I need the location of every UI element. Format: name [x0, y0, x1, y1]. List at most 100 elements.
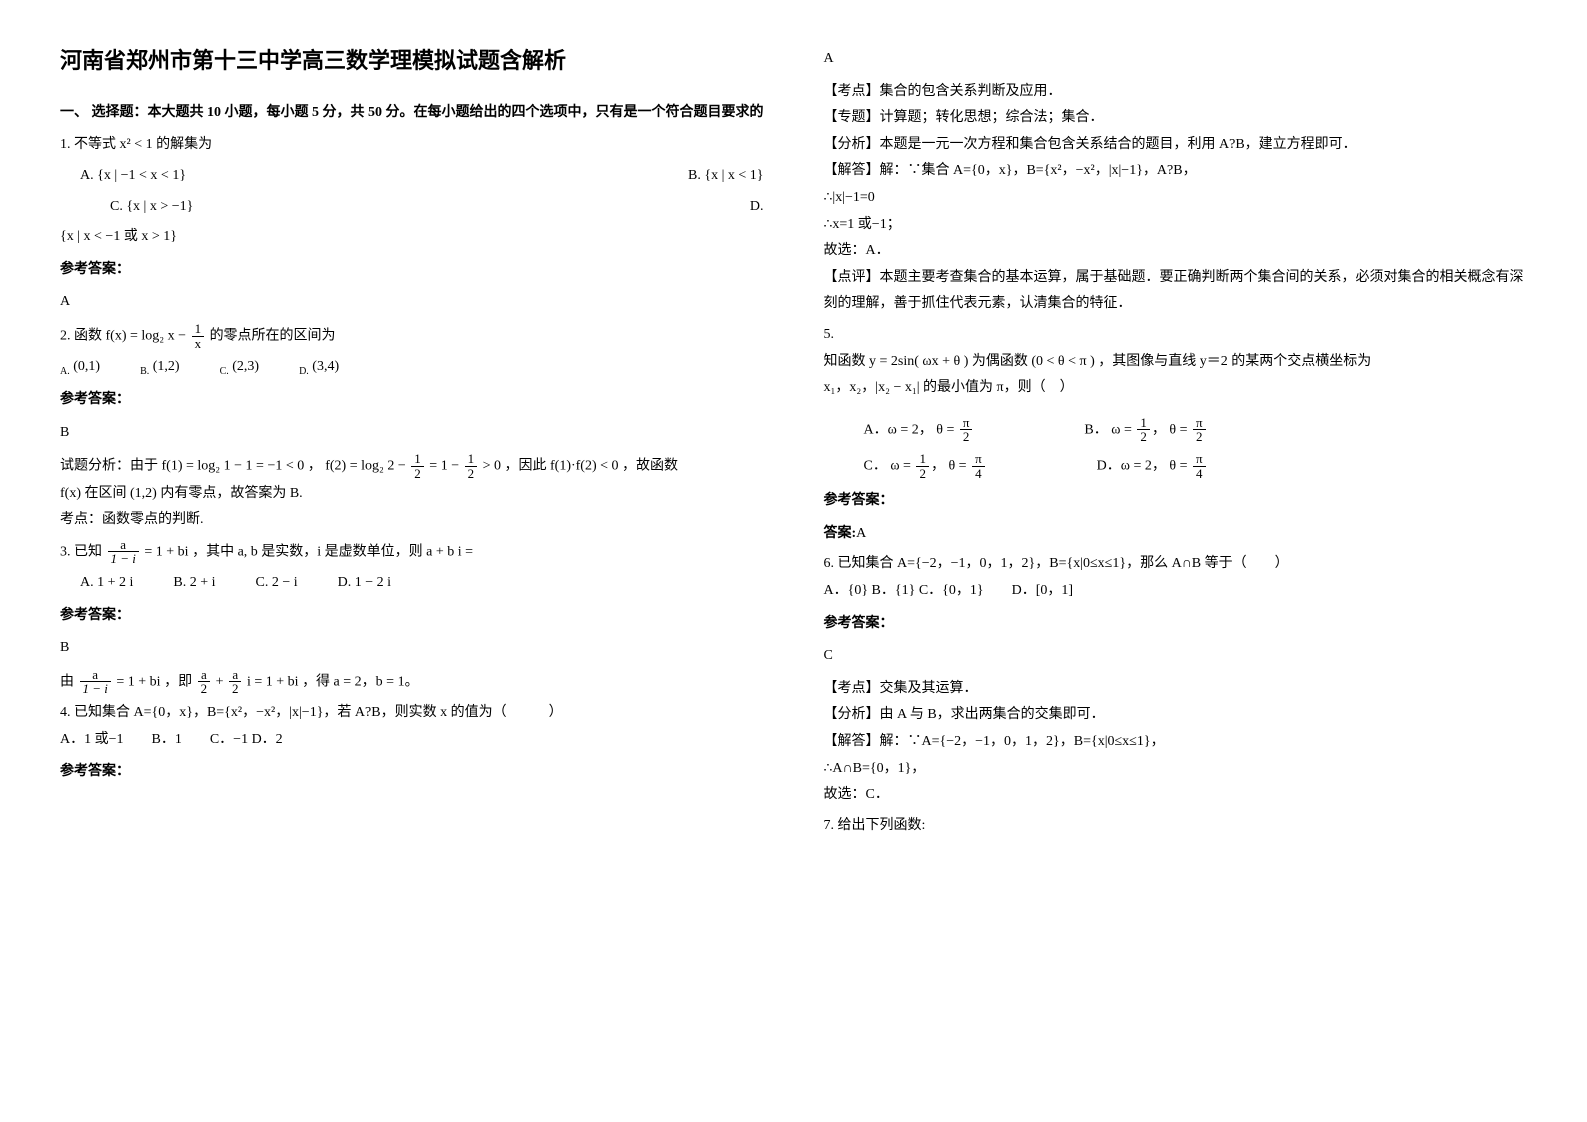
- q2-f1f2: f(1)·f(2) < 0: [550, 459, 619, 474]
- q3-stem-c: ，其中 a, b 是实数，i 是虚数单位，则 a + b i =: [192, 544, 473, 559]
- q5-opt-a: A．ω = 2， θ = π2: [864, 416, 975, 444]
- q6-kaodian: 【考点】交集及其运算．: [824, 676, 1528, 703]
- d: 4: [1193, 467, 1206, 481]
- q5-c-omega: ω =: [890, 458, 914, 473]
- q3-frac3: a2: [229, 668, 242, 696]
- q1-answer-key: 参考答案：: [60, 257, 764, 284]
- n: a: [229, 668, 242, 683]
- question-5: 知函数 y = 2sin( ωx + θ ) 为偶函数 (0 < θ < π )…: [824, 349, 1528, 376]
- q5-c-frac1: 12: [916, 452, 929, 480]
- q5-opt-d: D．ω = 2， θ = π4: [1097, 452, 1208, 480]
- q3-opt-c: C. 2 − i: [256, 570, 298, 597]
- comma: ，: [931, 458, 945, 473]
- document-title: 河南省郑州市第十三中学高三数学理模拟试题含解析: [60, 40, 764, 82]
- q3-frac2: a2: [198, 668, 211, 696]
- label-a: A.: [60, 366, 70, 377]
- q3-frac-a-1mi: a1 − i: [108, 538, 139, 566]
- q2-answer: B: [60, 420, 764, 447]
- q5-b-frac2: π2: [1193, 416, 1206, 444]
- q2-ana-b: ，: [308, 459, 322, 474]
- q2-expr-f: f(x) = log₂ x −: [106, 328, 190, 343]
- q4-jieda-2: ∴|x|−1=0: [824, 185, 1528, 212]
- q1-opt-a: A. {x | −1 < x < 1}: [80, 163, 186, 190]
- q3-sol-e: ，得 a = 2，b = 1。: [302, 674, 419, 689]
- q2-frac-1x: 1x: [192, 322, 205, 350]
- q6-jieda-2: ∴A∩B={0，1}，: [824, 756, 1528, 783]
- q4-dianping: 【点评】本题主要考查集合的基本运算，属于基础题．要正确判断两个集合间的关系，必须…: [824, 265, 1528, 318]
- q1-stem-a: 1. 不等式: [60, 137, 116, 152]
- label-d: D.: [299, 366, 309, 377]
- q5-stem-a: 知函数: [824, 354, 870, 369]
- q4-zhuanti: 【专题】计算题；转化思想；综合法；集合．: [824, 105, 1528, 132]
- q5-stem-c: ，其图像与直线 y＝2 的某两个交点横坐标为: [1098, 354, 1371, 369]
- q2-stem-b: 的零点所在的区间为: [210, 328, 336, 343]
- n: a: [108, 538, 139, 553]
- q2-c-val: (2,3): [232, 359, 259, 374]
- q6-fenxi: 【分析】由 A 与 B，求出两集合的交集即可．: [824, 702, 1528, 729]
- q5-answer-key: 参考答案：: [824, 488, 1528, 515]
- question-1: 1. 不等式 x² < 1 的解集为: [60, 132, 764, 159]
- q5-opts-row1: A．ω = 2， θ = π2 B． ω = 12， θ = π2: [864, 416, 1528, 444]
- q3-opts: A. 1 + 2 i B. 2 + i C. 2 − i D. 1 − 2 i: [80, 570, 764, 597]
- q6-answer-key: 参考答案：: [824, 611, 1528, 638]
- q3-sol-c: ，即: [164, 674, 196, 689]
- q4-kaodian: 【考点】集合的包含关系判断及应用．: [824, 79, 1528, 106]
- label-b: B.: [140, 366, 149, 377]
- q5-a-theta: θ =: [936, 422, 958, 437]
- q2-opt-c: C. (2,3): [220, 354, 260, 381]
- q5-cond: (0 < θ < π ): [1031, 354, 1094, 369]
- q1-opts-row2: C. {x | x > −1} D.: [60, 194, 764, 221]
- d: 1 − i: [80, 682, 111, 696]
- comma: ，: [1152, 422, 1166, 437]
- q3-sol-a: 由: [60, 674, 78, 689]
- q5-opt-b: B． ω = 12， θ = π2: [1084, 416, 1207, 444]
- q2-b-val: (1,2): [153, 359, 180, 374]
- d: 2: [229, 682, 242, 696]
- section-i-heading: 一、 选择题：本大题共 10 小题，每小题 5 分，共 50 分。在每小题给出的…: [60, 100, 764, 127]
- q3-solution: 由 a1 − i = 1 + bi ，即 a2 + a2 i = 1 + bi …: [60, 668, 764, 696]
- q2-stem-a: 2. 函数: [60, 328, 106, 343]
- q4-jieda-3: ∴x=1 或−1；: [824, 212, 1528, 239]
- q2-ana-d: ，故函数: [622, 459, 678, 474]
- q3-opt-a: A. 1 + 2 i: [80, 570, 133, 597]
- n: π: [972, 452, 985, 467]
- question-6: 6. 已知集合 A={−2，−1，0，1，2}，B={x|0≤x≤1}，那么 A…: [824, 551, 1528, 578]
- q5-expr1: y = 2sin( ωx + θ ): [869, 354, 968, 369]
- q3-answer: B: [60, 635, 764, 662]
- q3-stem-b: = 1 + bi: [144, 544, 188, 559]
- q4-jieda-4: 故选：A．: [824, 238, 1528, 265]
- q4-fenxi: 【分析】本题是一元一次方程和集合包含关系结合的题目，利用 A?B，建立方程即可．: [824, 132, 1528, 159]
- n: 1: [1137, 416, 1150, 431]
- q2-a-val: (0,1): [73, 359, 100, 374]
- q2-ana-a: 试题分析：由于: [60, 459, 162, 474]
- frac-num: 1: [192, 322, 205, 337]
- q5-opts-row2: C． ω = 12， θ = π4 D．ω = 2， θ = π4: [864, 452, 1528, 480]
- d: 2: [916, 467, 929, 481]
- q5-stem-d: x₁，x₂，|x₂ − x₁| 的最小值为 π，则（ ）: [824, 375, 1528, 402]
- q5-c-frac2: π4: [972, 452, 985, 480]
- q1-opt-d-label: D.: [750, 194, 764, 221]
- n: 1: [916, 452, 929, 467]
- q2-opt-d: D. (3,4): [299, 354, 339, 381]
- q6-answer: C: [824, 643, 1528, 670]
- q2-f2c: > 0: [483, 459, 501, 474]
- q6-jieda-3: 故选：C．: [824, 782, 1528, 809]
- label-c: C.: [220, 366, 229, 377]
- q3-answer-key: 参考答案：: [60, 603, 764, 630]
- d: 4: [972, 467, 985, 481]
- q2-int: (1,2): [130, 486, 157, 501]
- q4-answer-key: 参考答案：: [60, 759, 764, 786]
- q5-b-text: B．: [1084, 422, 1107, 437]
- question-2: 2. 函数 f(x) = log₂ x − 1x 的零点所在的区间为: [60, 322, 764, 350]
- q2-f2a: f(2) = log₂ 2 −: [325, 459, 409, 474]
- frac-den: x: [192, 337, 205, 351]
- question-7: 7. 给出下列函数:: [824, 813, 1528, 840]
- d: 2: [411, 467, 424, 481]
- q2-opt-a: A. (0,1): [60, 354, 100, 381]
- q2-frac12-2: 12: [465, 452, 478, 480]
- q1-stem-b: 的解集为: [156, 137, 212, 152]
- d: 2: [1137, 430, 1150, 444]
- q1-opt-b: B. {x | x < 1}: [688, 163, 763, 190]
- q5-b-theta: θ =: [1169, 422, 1191, 437]
- d: 2: [465, 467, 478, 481]
